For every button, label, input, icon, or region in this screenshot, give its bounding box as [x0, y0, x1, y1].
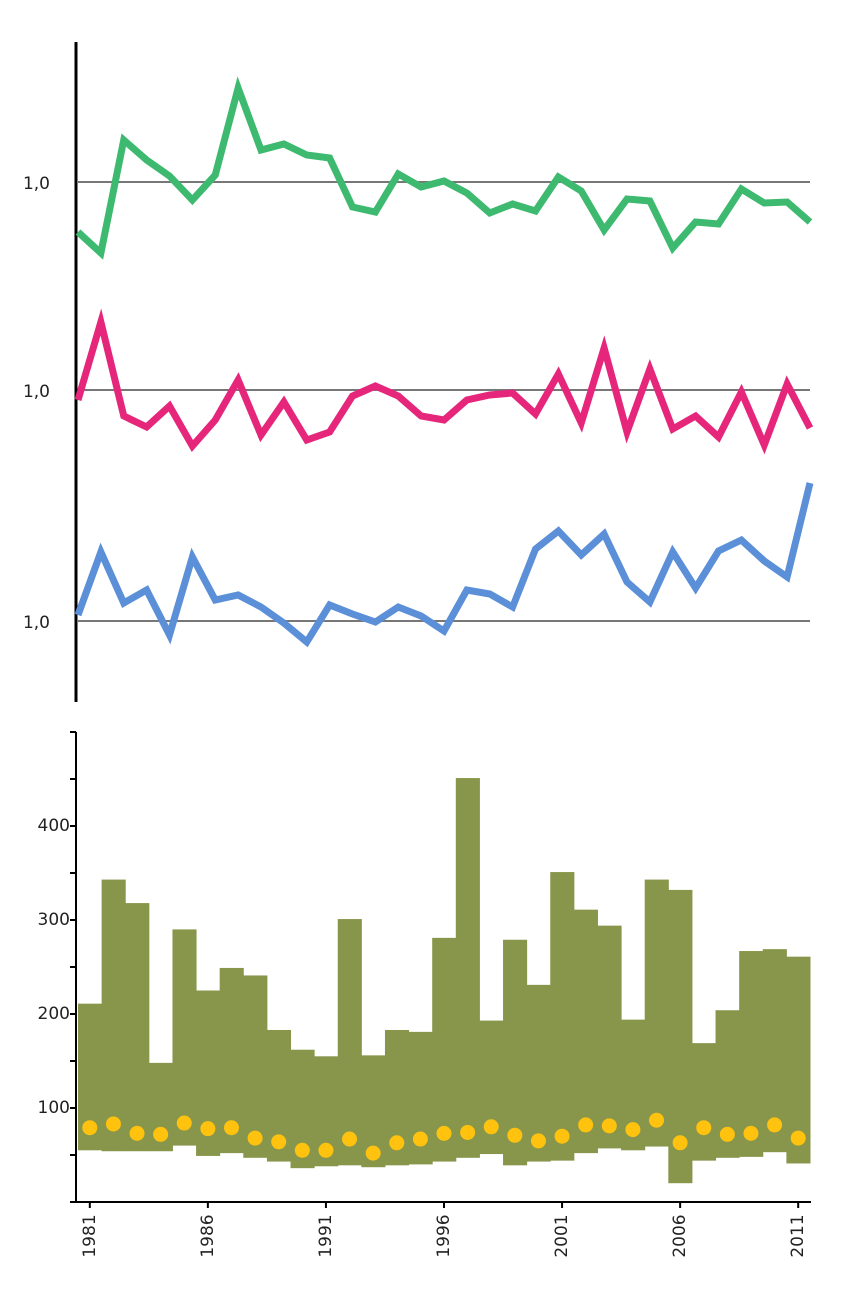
- y-tick-label: 100: [38, 1098, 70, 1118]
- dot: [530, 1133, 546, 1149]
- dot: [436, 1125, 452, 1141]
- dot: [790, 1130, 806, 1146]
- y-tick-label: 1,0: [23, 174, 50, 194]
- bar: [101, 879, 126, 1152]
- dot: [554, 1128, 570, 1144]
- bar: [550, 872, 575, 1161]
- dot: [176, 1115, 192, 1131]
- dot: [767, 1117, 783, 1133]
- dot: [153, 1126, 169, 1142]
- x-tick-label: 1981: [80, 1214, 100, 1257]
- dot: [412, 1131, 428, 1147]
- line: [74, 482, 814, 648]
- bar: [573, 909, 598, 1154]
- dot: [649, 1112, 665, 1128]
- dot: [719, 1126, 735, 1142]
- dot: [223, 1120, 239, 1136]
- bar: [172, 929, 197, 1146]
- dot: [129, 1125, 145, 1141]
- x-tick-label: 2011: [788, 1214, 808, 1257]
- x-tick-label: 2006: [670, 1214, 690, 1257]
- x-tick-label: 1991: [316, 1214, 336, 1257]
- bar: [125, 903, 150, 1152]
- x-tick-label: 2001: [552, 1214, 572, 1257]
- dot: [625, 1122, 641, 1138]
- dot: [342, 1131, 358, 1147]
- bar: [432, 937, 457, 1162]
- dot: [82, 1120, 98, 1136]
- dot: [271, 1134, 287, 1150]
- bar: [503, 939, 528, 1166]
- y-tick-label: 200: [38, 1004, 70, 1024]
- dot: [365, 1145, 381, 1161]
- dot: [460, 1124, 476, 1140]
- dot: [389, 1135, 405, 1151]
- bar: [526, 984, 551, 1162]
- y-tick-label: 300: [38, 910, 70, 930]
- bar: [337, 919, 362, 1166]
- dot: [200, 1121, 216, 1137]
- dot: [105, 1116, 121, 1132]
- bar: [243, 975, 268, 1158]
- dot: [672, 1135, 688, 1151]
- line: [75, 76, 813, 260]
- bar: [644, 879, 669, 1147]
- dot: [247, 1130, 263, 1146]
- bar: [668, 889, 693, 1184]
- dot: [696, 1120, 712, 1136]
- y-tick-label: 1,0: [23, 613, 50, 633]
- dot: [318, 1142, 334, 1158]
- y-tick-label: 400: [38, 816, 70, 836]
- dot: [743, 1125, 759, 1141]
- y-tick-label: 1,0: [23, 382, 50, 402]
- bar: [739, 951, 764, 1157]
- bar: [691, 1043, 717, 1161]
- x-tick-label: 1996: [434, 1214, 454, 1257]
- line: [74, 308, 814, 455]
- dot: [507, 1127, 523, 1143]
- bar: [455, 778, 480, 1158]
- bar: [786, 956, 811, 1164]
- dot: [601, 1118, 617, 1134]
- dot: [578, 1117, 594, 1133]
- bar: [597, 925, 622, 1149]
- dot: [294, 1142, 310, 1158]
- dot: [483, 1119, 499, 1135]
- x-tick-label: 1986: [198, 1214, 218, 1257]
